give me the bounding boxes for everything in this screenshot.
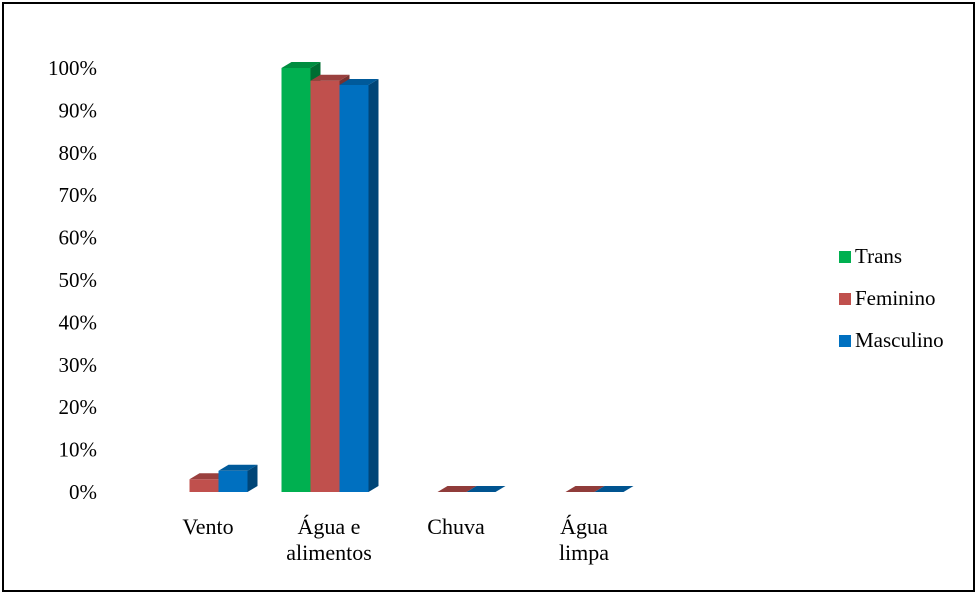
y-tick-label: 60% [59,226,98,250]
bar [218,464,258,492]
bar [437,486,477,492]
x-tick-label: Vento [182,514,233,539]
y-tick-label: 50% [59,268,98,292]
x-tick-label: Água limpa [559,514,609,565]
bar-top [437,486,477,492]
bar [594,486,634,492]
y-tick-label: 30% [59,353,98,377]
bar-front [281,68,311,492]
x-axis-labels: Vento Água e alimentos Chuva Água limpa [182,514,609,565]
legend-label: Masculino [855,328,944,352]
legend-swatch [839,251,851,263]
bar-front [189,479,219,492]
y-tick-label: 80% [59,141,98,165]
y-axis-ticks: 0% 10% 20% 30% 40% 50% 60% 70% 80% 90% 100% [48,56,97,504]
bar-top [310,74,350,81]
bar [466,486,506,492]
y-tick-label: 10% [59,438,98,462]
y-tick-label: 40% [59,310,98,334]
bar-top [281,62,321,68]
legend: Trans Feminino Masculino [839,244,944,352]
legend-label: Feminino [855,286,936,310]
legend-swatch [839,335,851,347]
bar-front [339,84,369,493]
bar-chart: 0% 10% 20% 30% 40% 50% 60% 70% 80% 90% 100% Vento Á… [48,56,944,565]
bar-side [368,78,379,493]
bar-front [218,470,248,492]
y-tick-label: 100% [48,56,97,80]
bar-side [247,464,258,492]
legend-label: Trans [855,244,902,268]
bars [189,62,634,493]
y-tick-label: 70% [59,183,98,207]
bar-top [594,486,634,492]
y-tick-label: 0% [69,480,97,504]
bar-top [218,464,258,471]
y-tick-label: 90% [59,98,98,122]
bar-top [339,78,379,85]
legend-swatch [839,293,851,305]
bar [339,78,379,493]
bar [565,486,605,492]
x-tick-label: Água e alimentos [286,514,372,565]
y-tick-label: 20% [59,395,98,419]
bar-top [466,486,506,492]
bar-front [310,80,340,492]
bar-top [565,486,605,492]
x-tick-label: Chuva [427,514,485,539]
